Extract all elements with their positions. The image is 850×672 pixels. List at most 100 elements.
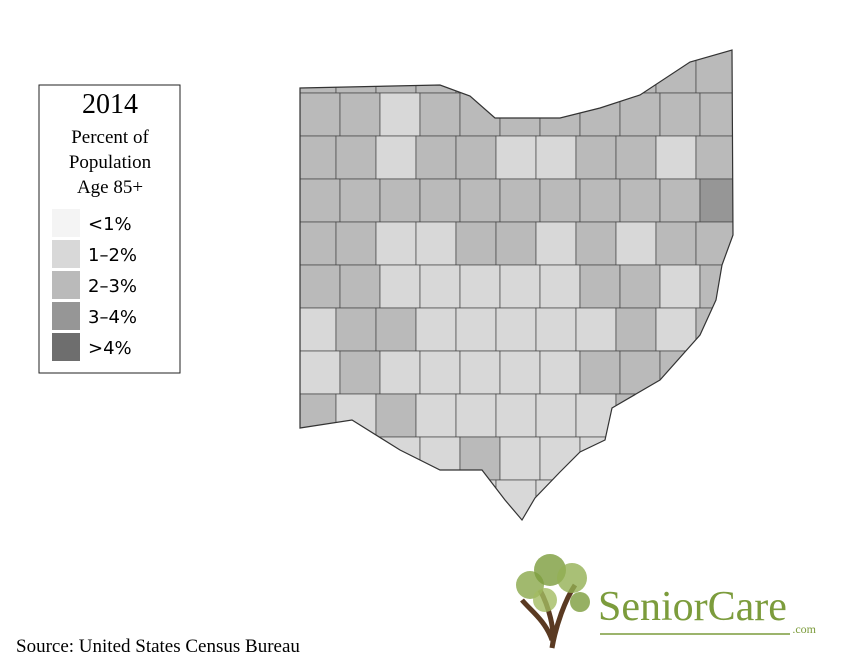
county <box>379 436 421 481</box>
county <box>615 307 657 352</box>
county <box>695 50 733 94</box>
county <box>579 436 621 481</box>
county <box>300 393 337 438</box>
county <box>575 50 617 94</box>
county <box>339 178 381 223</box>
county <box>300 50 337 94</box>
county <box>615 393 657 438</box>
logo-name: SeniorCare <box>598 584 787 630</box>
county <box>419 92 461 137</box>
county <box>495 135 537 180</box>
logo-tree <box>516 554 790 649</box>
county <box>659 178 701 223</box>
county <box>615 479 657 520</box>
source: Source: United States Census Bureau <box>16 636 300 657</box>
county <box>495 50 537 94</box>
county <box>339 436 381 481</box>
county <box>415 221 457 266</box>
county <box>379 264 421 309</box>
legend-subtitle: Population <box>69 152 152 173</box>
county <box>499 178 541 223</box>
county <box>455 50 497 94</box>
county <box>535 135 577 180</box>
county <box>575 479 617 520</box>
county <box>300 479 337 520</box>
county <box>615 135 657 180</box>
county <box>335 307 377 352</box>
county <box>459 264 501 309</box>
state-outline <box>299 49 734 522</box>
county <box>300 221 337 266</box>
county <box>415 135 457 180</box>
county <box>535 479 577 520</box>
county <box>300 436 341 481</box>
legend-label: <1% <box>88 214 132 235</box>
county <box>655 393 697 438</box>
county <box>499 350 541 395</box>
county <box>575 221 617 266</box>
legend-label: 2–3% <box>88 276 137 297</box>
county <box>375 393 417 438</box>
county <box>379 350 421 395</box>
county <box>695 393 733 438</box>
county <box>575 135 617 180</box>
county <box>419 178 461 223</box>
county <box>655 479 697 520</box>
county <box>655 221 697 266</box>
county <box>615 50 657 94</box>
county <box>579 350 621 395</box>
county <box>459 178 501 223</box>
county <box>575 307 617 352</box>
county <box>300 350 341 395</box>
county <box>619 350 661 395</box>
county-map <box>300 50 733 520</box>
county <box>699 92 733 137</box>
county <box>379 92 421 137</box>
county <box>415 50 457 94</box>
legend-label: 3–4% <box>88 307 137 328</box>
county <box>699 436 733 481</box>
county <box>379 178 421 223</box>
county <box>300 307 337 352</box>
legend-swatch <box>52 240 80 268</box>
county <box>539 350 581 395</box>
county <box>499 92 541 137</box>
county <box>539 178 581 223</box>
county <box>495 479 537 520</box>
county <box>579 92 621 137</box>
legend-label: >4% <box>88 338 132 359</box>
legend-swatch <box>52 302 80 330</box>
county <box>455 307 497 352</box>
county <box>455 393 497 438</box>
legend-swatch <box>52 209 80 237</box>
county <box>375 479 417 520</box>
county <box>619 178 661 223</box>
county <box>699 178 733 223</box>
county <box>415 307 457 352</box>
county <box>300 178 341 223</box>
county <box>495 221 537 266</box>
county <box>419 350 461 395</box>
county <box>699 350 733 395</box>
county <box>535 307 577 352</box>
county <box>615 221 657 266</box>
county <box>659 436 701 481</box>
county <box>375 307 417 352</box>
logo-suffix: .com <box>792 622 816 636</box>
county <box>455 135 497 180</box>
county <box>300 264 341 309</box>
county <box>339 350 381 395</box>
county <box>335 221 377 266</box>
county <box>375 221 417 266</box>
county <box>535 393 577 438</box>
county <box>455 221 497 266</box>
county <box>619 264 661 309</box>
county <box>539 264 581 309</box>
county <box>459 350 501 395</box>
county <box>695 479 733 520</box>
county <box>459 436 501 481</box>
county <box>415 393 457 438</box>
county <box>699 264 733 309</box>
county <box>495 393 537 438</box>
